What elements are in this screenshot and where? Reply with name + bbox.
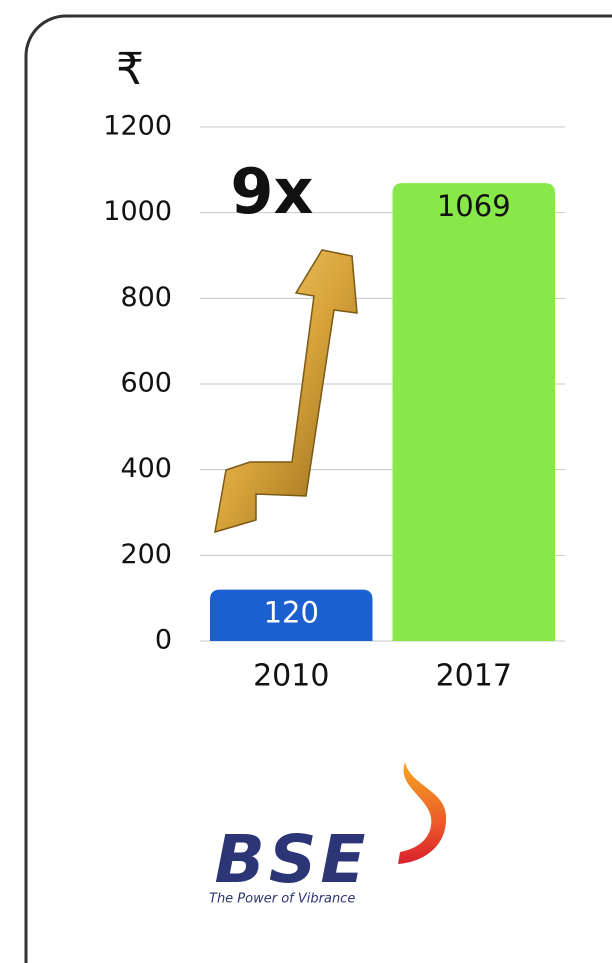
chart: ₹ 0 200 400 600 800 1000 1200 2010 120 2017 1069 9…: [0, 0, 612, 963]
bar: [393, 183, 556, 641]
logo-tagline: The Power of Vibrance: [209, 892, 355, 907]
y-tick-label: 1000: [103, 196, 172, 227]
y-axis-label: ₹: [116, 44, 144, 95]
annotation: 9x: [230, 155, 313, 228]
y-tick-label: 200: [120, 539, 172, 570]
logo-name: BSE: [215, 821, 370, 898]
value-label: 120: [264, 596, 319, 630]
y-tick-label: 400: [120, 453, 172, 484]
page: {"chart_data": {"type": "bar", "y_label"…: [0, 0, 612, 963]
y-tick-label: 600: [120, 368, 172, 399]
y-tick-label: 0: [155, 625, 172, 656]
x-tick-label: 2010: [253, 659, 329, 694]
x-tick-label: 2017: [436, 659, 512, 694]
value-label: 1069: [437, 189, 511, 223]
y-tick-label: 1200: [103, 111, 172, 142]
y-tick-label: 800: [120, 282, 172, 313]
